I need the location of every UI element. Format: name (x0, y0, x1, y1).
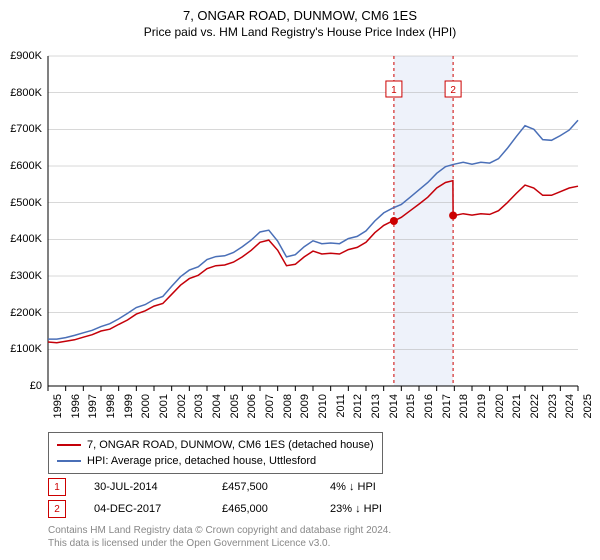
x-tick-label: 2001 (158, 394, 170, 418)
y-tick-label: £800K (10, 87, 42, 99)
x-tick-label: 2013 (370, 394, 382, 418)
x-axis-labels: 1995 1996 1997 1998 1999 2000 2001 2002 2003 2004… (48, 390, 578, 438)
chart-svg: 12 (48, 56, 578, 386)
footer-line1: Contains HM Land Registry data © Crown c… (48, 524, 391, 537)
x-tick-label: 2012 (352, 394, 364, 418)
sale-price: £457,500 (222, 481, 302, 493)
sale-price: £465,000 (222, 503, 302, 515)
footer: Contains HM Land Registry data © Crown c… (48, 524, 391, 550)
x-tick-label: 2005 (229, 394, 241, 418)
chart-title: 7, ONGAR ROAD, DUNMOW, CM6 1ES (0, 0, 600, 23)
svg-text:1: 1 (391, 85, 397, 96)
x-tick-label: 2018 (458, 394, 470, 418)
chart-subtitle: Price paid vs. HM Land Registry's House … (0, 23, 600, 45)
x-tick-label: 1997 (87, 394, 99, 418)
x-tick-label: 2004 (211, 394, 223, 418)
x-tick-label: 2010 (317, 394, 329, 418)
x-tick-label: 2000 (140, 394, 152, 418)
x-tick-label: 1998 (105, 394, 117, 418)
chart-container: 7, ONGAR ROAD, DUNMOW, CM6 1ES Price pai… (0, 0, 600, 560)
x-tick-label: 1995 (52, 394, 64, 418)
sale-date: 04-DEC-2017 (94, 503, 194, 515)
sale-badge: 2 (48, 500, 66, 518)
sales-table: 1 30-JUL-2014 £457,500 4% ↓ HPI 2 04-DEC-2017… (48, 476, 382, 520)
sale-delta: 4% ↓ HPI (330, 481, 376, 493)
x-tick-label: 2015 (405, 394, 417, 418)
x-tick-label: 2023 (547, 394, 559, 418)
sale-date: 30-JUL-2014 (94, 481, 194, 493)
y-tick-label: £400K (10, 233, 42, 245)
sale-delta: 23% ↓ HPI (330, 503, 382, 515)
y-axis-labels: £0£100K£200K£300K£400K£500K£600K£700K£80… (0, 56, 46, 386)
x-tick-label: 2014 (388, 394, 400, 418)
x-tick-label: 2007 (264, 394, 276, 418)
x-tick-label: 2017 (441, 394, 453, 418)
x-tick-label: 2024 (564, 394, 576, 418)
y-tick-label: £900K (10, 50, 42, 62)
legend-row-series1: 7, ONGAR ROAD, DUNMOW, CM6 1ES (detached… (57, 437, 374, 453)
sales-row: 1 30-JUL-2014 £457,500 4% ↓ HPI (48, 476, 382, 498)
plot-area: 12 (48, 56, 578, 386)
legend: 7, ONGAR ROAD, DUNMOW, CM6 1ES (detached… (48, 432, 383, 474)
x-tick-label: 2006 (246, 394, 258, 418)
x-tick-label: 2011 (335, 394, 347, 418)
x-tick-label: 2016 (423, 394, 435, 418)
x-tick-label: 1999 (123, 394, 135, 418)
x-tick-label: 2009 (299, 394, 311, 418)
x-tick-label: 2003 (193, 394, 205, 418)
y-tick-label: £500K (10, 197, 42, 209)
legend-label-series1: 7, ONGAR ROAD, DUNMOW, CM6 1ES (detached… (87, 437, 374, 453)
legend-swatch-series2 (57, 460, 81, 462)
legend-swatch-series1 (57, 444, 81, 446)
y-tick-label: £300K (10, 270, 42, 282)
y-tick-label: £0 (30, 380, 42, 392)
legend-label-series2: HPI: Average price, detached house, Uttl… (87, 453, 316, 469)
x-tick-label: 1996 (70, 394, 82, 418)
sale-badge: 1 (48, 478, 66, 496)
y-tick-label: £100K (10, 343, 42, 355)
x-tick-label: 2025 (582, 394, 594, 418)
x-tick-label: 2008 (282, 394, 294, 418)
sales-row: 2 04-DEC-2017 £465,000 23% ↓ HPI (48, 498, 382, 520)
x-tick-label: 2020 (494, 394, 506, 418)
legend-row-series2: HPI: Average price, detached house, Uttl… (57, 453, 374, 469)
svg-text:2: 2 (450, 85, 456, 96)
y-tick-label: £600K (10, 160, 42, 172)
y-tick-label: £700K (10, 123, 42, 135)
y-tick-label: £200K (10, 307, 42, 319)
x-tick-label: 2002 (176, 394, 188, 418)
x-tick-label: 2019 (476, 394, 488, 418)
x-tick-label: 2022 (529, 394, 541, 418)
x-tick-label: 2021 (511, 394, 523, 418)
footer-line2: This data is licensed under the Open Gov… (48, 537, 391, 550)
